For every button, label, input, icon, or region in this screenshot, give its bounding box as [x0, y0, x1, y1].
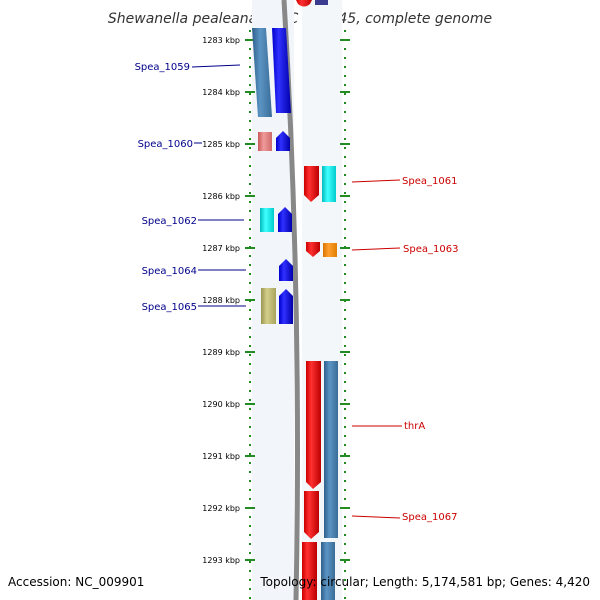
gene-label-spea-1062[interactable]: Spea_1062 [142, 216, 197, 227]
gene-spea-1067-arrow[interactable] [304, 491, 319, 539]
map-title: Shewanella pealeana ATCC 700345, complet… [108, 11, 492, 27]
gene-thra-cds[interactable] [324, 361, 338, 538]
gene-spea-1062-arrow[interactable] [278, 207, 292, 232]
feature-top-navy [315, 0, 328, 5]
gene-label-spea-1061[interactable]: Spea_1061 [402, 176, 457, 187]
feature-top-red [296, 0, 312, 7]
feature-bottom-red [302, 542, 317, 600]
gene-spea-1059-arrow[interactable] [272, 28, 291, 113]
gene-spea-1061-cds[interactable] [322, 166, 336, 202]
gene-thra-arrow[interactable] [306, 361, 321, 489]
label-leaders-left [191, 64, 246, 307]
label-leaders-right [351, 179, 402, 519]
tick-label: 1287 kbp [202, 244, 240, 253]
topology-text: Topology: circular; Length: 5,174,581 bp… [259, 575, 590, 589]
tick-label: 1286 kbp [202, 192, 240, 201]
gene-spea-1062-cds[interactable] [260, 208, 274, 232]
gene-label-spea-1063[interactable]: Spea_1063 [403, 244, 458, 255]
gene-label-spea-1065[interactable]: Spea_1065 [142, 302, 197, 313]
gene-spea-1067-cds[interactable] [321, 542, 335, 600]
tick-label: 1290 kbp [202, 400, 240, 409]
tick-label: 1291 kbp [202, 452, 240, 461]
gene-spea-1060-cds[interactable] [258, 132, 272, 151]
gene-spea-1063-arrow[interactable] [306, 242, 320, 257]
gene-spea-1065-cds[interactable] [261, 288, 276, 324]
gene-spea-1059-cds[interactable] [252, 28, 272, 117]
tick-label: 1289 kbp [202, 348, 240, 357]
gene-spea-1064-arrow[interactable] [279, 259, 293, 281]
gene-label-spea-1059[interactable]: Spea_1059 [135, 62, 190, 73]
gene-label-spea-1067[interactable]: Spea_1067 [402, 512, 457, 523]
gene-label-spea-1060[interactable]: Spea_1060 [138, 139, 193, 150]
tick-label: 1283 kbp [202, 36, 240, 45]
tick-label: 1284 kbp [202, 88, 240, 97]
gene-spea-1060-arrow[interactable] [276, 131, 290, 151]
gene-label-spea-1064[interactable]: Spea_1064 [142, 266, 197, 277]
tick-label: 1292 kbp [202, 504, 240, 513]
accession-text: Accession: NC_009901 [8, 575, 144, 589]
tick-label: 1285 kbp [202, 140, 240, 149]
gene-spea-1061-arrow[interactable] [304, 166, 319, 202]
ruler-right-ticks [340, 39, 350, 561]
gene-label-thra[interactable]: thrA [404, 421, 425, 432]
gene-spea-1065-arrow[interactable] [279, 289, 293, 324]
ruler-left-ticks [245, 39, 255, 561]
tick-label: 1288 kbp [202, 296, 240, 305]
tick-label: 1293 kbp [202, 556, 240, 565]
gene-spea-1063-cds[interactable] [323, 243, 337, 257]
